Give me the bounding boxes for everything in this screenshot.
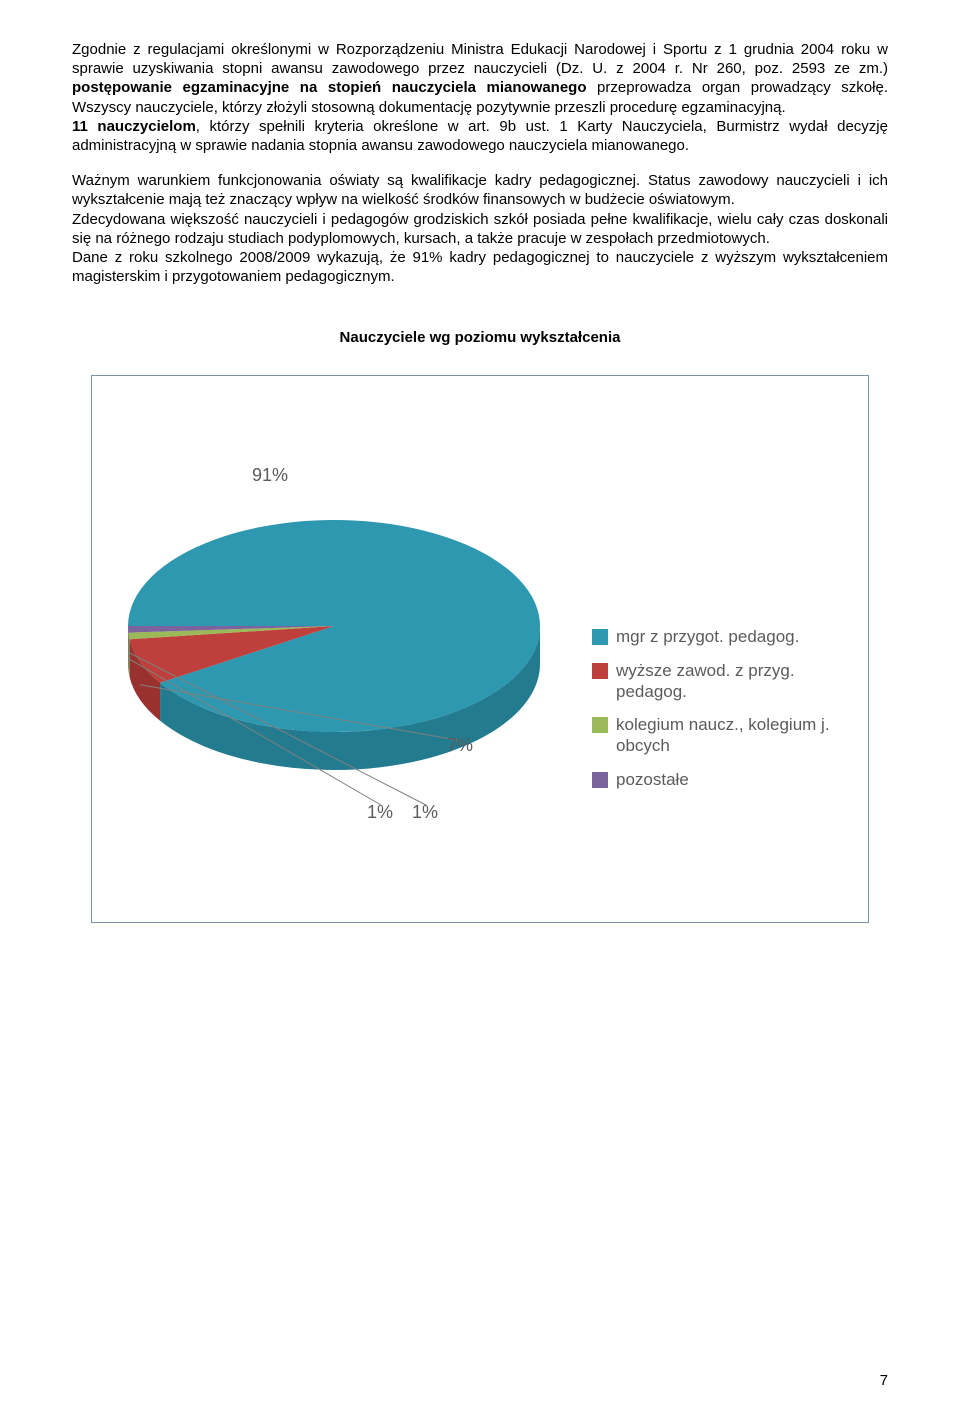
legend-item: mgr z przygot. pedagog. (592, 626, 852, 647)
legend-swatch (592, 717, 608, 733)
legend-label: kolegium naucz., kolegium j. obcych (616, 714, 852, 757)
legend-label: wyższe zawod. z przyg. pedagog. (616, 660, 852, 703)
legend-item: pozostałe (592, 769, 852, 790)
legend-label: mgr z przygot. pedagog. (616, 626, 799, 647)
legend-item: kolegium naucz., kolegium j. obcych (592, 714, 852, 757)
pie-chart-frame: 91%7%1%1% mgr z przygot. pedagog.wyższe … (91, 375, 869, 923)
p1-text-a: Zgodnie z regulacjami określonymi w Rozp… (72, 41, 888, 77)
paragraph-1: Zgodnie z regulacjami określonymi w Rozp… (72, 40, 888, 155)
p3-text: Ważnym warunkiem funkcjonowania oświaty … (72, 172, 888, 208)
page-number: 7 (880, 1371, 888, 1390)
chart-legend: mgr z przygot. pedagog. wyższe zawod. z p… (592, 626, 852, 802)
legend-swatch (592, 629, 608, 645)
p5-text: Dane z roku szkolnego 2008/2009 wykazują… (72, 249, 888, 285)
chart-title: Nauczyciele wg poziomu wykształcenia (72, 328, 888, 347)
paragraph-3: Ważnym warunkiem funkcjonowania oświaty … (72, 171, 888, 286)
legend-swatch (592, 772, 608, 788)
p4-text: Zdecydowana większość nauczycieli i peda… (72, 211, 888, 247)
legend-item: wyższe zawod. z przyg. pedagog. (592, 660, 852, 703)
legend-swatch (592, 663, 608, 679)
pie-slice-side (128, 633, 129, 678)
document-page: Zgodnie z regulacjami określonymi w Rozp… (0, 0, 960, 1410)
legend-label: pozostałe (616, 769, 689, 790)
p1-text-b: postępowanie egzaminacyjne na stopień na… (72, 79, 587, 96)
p2-text-a: 11 nauczycielom (72, 118, 196, 135)
